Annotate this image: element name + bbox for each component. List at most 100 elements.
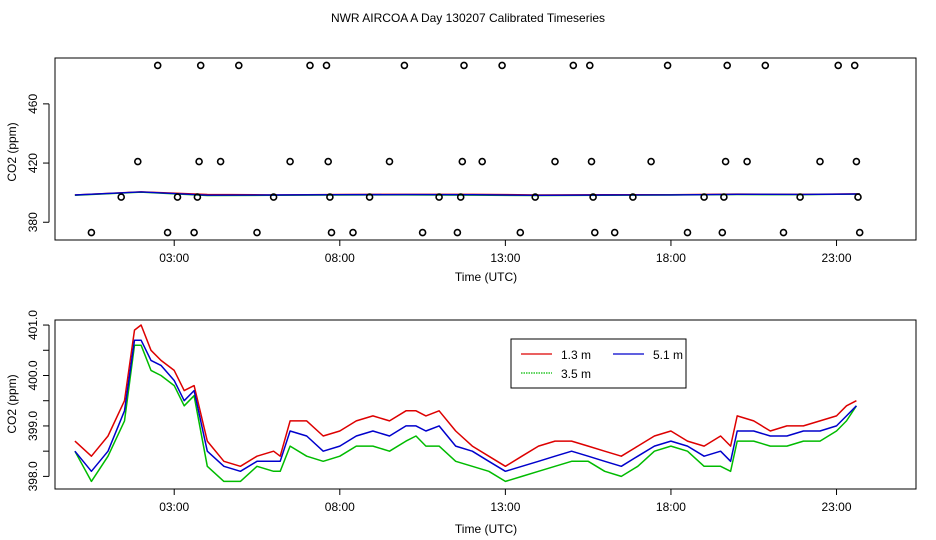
scatter-point (190, 228, 198, 237)
top-series-lines (74, 191, 860, 197)
top-y-axis-label: CO2 (ppm) (5, 122, 19, 181)
bottom-x-tick-label: 13:00 (490, 500, 520, 514)
bottom-line-5-1-m (74, 339, 857, 473)
scatter-point (173, 193, 182, 201)
scatter-point (134, 157, 142, 166)
scatter-point (587, 157, 596, 166)
scatter-point (743, 157, 751, 166)
scatter-point (163, 228, 172, 237)
scatter-point (478, 157, 487, 166)
legend-box (510, 338, 687, 389)
bottom-panel: Time (UTC) CO2 (ppm) 03:00 08:00 13:00 18:0… (5, 310, 917, 536)
scatter-point (365, 193, 374, 201)
scatter-point (235, 61, 243, 70)
scatter-point (585, 61, 594, 70)
bottom-x-axis-label: Time (UTC) (455, 522, 517, 536)
bottom-y-tick-label: 401.0 (26, 310, 40, 340)
scatter-point (460, 61, 468, 70)
scatter-point (647, 157, 655, 166)
scatter-point (718, 228, 727, 237)
scatter-point (327, 228, 336, 237)
scatter-point (195, 157, 203, 166)
top-x-tick-label: 03:00 (159, 251, 189, 265)
scatter-point (721, 157, 730, 166)
top-y-tick-label: 380 (26, 212, 40, 232)
bottom-line-3-5-m (74, 344, 858, 483)
scatter-point (516, 228, 525, 237)
scatter-point (498, 61, 506, 70)
scatter-point (850, 61, 859, 70)
scatter-point (435, 193, 443, 201)
scatter-point (589, 193, 597, 201)
scatter-point (458, 157, 467, 166)
top-x-axis-label: Time (UTC) (455, 270, 517, 284)
scatter-point (326, 193, 334, 201)
bottom-series-lines (74, 324, 858, 483)
scatter-point (216, 157, 225, 166)
scatter-point (418, 228, 427, 237)
scatter-point (196, 61, 205, 70)
top-x-tick-label: 08:00 (325, 251, 355, 265)
scatter-point (453, 228, 462, 237)
scatter-point (153, 61, 162, 70)
scatter-point (253, 228, 261, 237)
scatter-point (322, 61, 331, 70)
bottom-y-tick-label: 399.0 (26, 411, 40, 441)
scatter-point (816, 157, 824, 166)
scatter-point (269, 193, 278, 201)
scatter-point (590, 228, 599, 237)
bottom-y-tick-label: 400.0 (26, 360, 40, 390)
bottom-line-1-3-m (74, 324, 857, 468)
scatter-point (117, 193, 125, 201)
legend-label-3-5m: 3.5 m (561, 367, 591, 381)
scatter-point (324, 157, 333, 166)
scatter-point (286, 157, 294, 166)
bottom-x-tick-label: 08:00 (325, 500, 355, 514)
scatter-point (385, 157, 394, 166)
scatter-point (700, 193, 708, 201)
scatter-point (663, 61, 672, 70)
scatter-point (761, 61, 770, 70)
scatter-point (852, 157, 861, 166)
top-x-tick-label: 18:00 (656, 251, 686, 265)
top-panel: Time (UTC) CO2 (ppm) 03:00 08:00 13:00 18:0… (5, 57, 917, 284)
page-title: NWR AIRCOA A Day 130207 Calibrated Times… (331, 11, 605, 25)
scatter-point (551, 157, 559, 166)
top-x-tick-label: 23:00 (822, 251, 852, 265)
bottom-axes: 03:00 08:00 13:00 18:00 23:00 398.0 399.0 400.0… (26, 310, 852, 514)
bottom-plot-frame (54, 319, 917, 490)
scatter-point (779, 228, 788, 237)
top-scatter-points (87, 61, 864, 237)
scatter-point (723, 61, 732, 70)
scatter-point (720, 193, 728, 201)
scatter-point (683, 228, 692, 237)
top-y-tick-label: 420 (26, 153, 40, 173)
legend-label-5-1m: 5.1 m (653, 348, 683, 362)
scatter-point (610, 228, 619, 237)
top-line-5-1-m (74, 191, 860, 197)
scatter-point (531, 193, 540, 201)
top-x-tick-label: 13:00 (490, 251, 520, 265)
scatter-point (306, 61, 314, 70)
top-axes: 03:00 08:00 13:00 18:00 23:00 380 420 460 (26, 94, 852, 265)
scatter-point (456, 193, 465, 201)
bottom-x-tick-label: 23:00 (822, 500, 852, 514)
top-plot-frame (54, 57, 917, 241)
scatter-point (834, 61, 843, 70)
bottom-x-tick-label: 18:00 (656, 500, 686, 514)
scatter-point (400, 61, 409, 70)
scatter-point (629, 193, 637, 201)
top-y-tick-label: 460 (26, 94, 40, 114)
legend-label-1-3m: 1.3 m (561, 348, 591, 362)
bottom-y-axis-label: CO2 (ppm) (5, 374, 19, 433)
bottom-y-tick-label: 398.0 (26, 461, 40, 491)
bottom-x-tick-label: 03:00 (159, 500, 189, 514)
scatter-point (193, 193, 202, 201)
scatter-point (349, 228, 357, 237)
scatter-point (569, 61, 578, 70)
legend: 1.3 m 5.1 m 3.5 m (510, 338, 687, 389)
scatter-point (87, 228, 96, 237)
scatter-point (796, 193, 804, 201)
scatter-point (854, 193, 862, 201)
